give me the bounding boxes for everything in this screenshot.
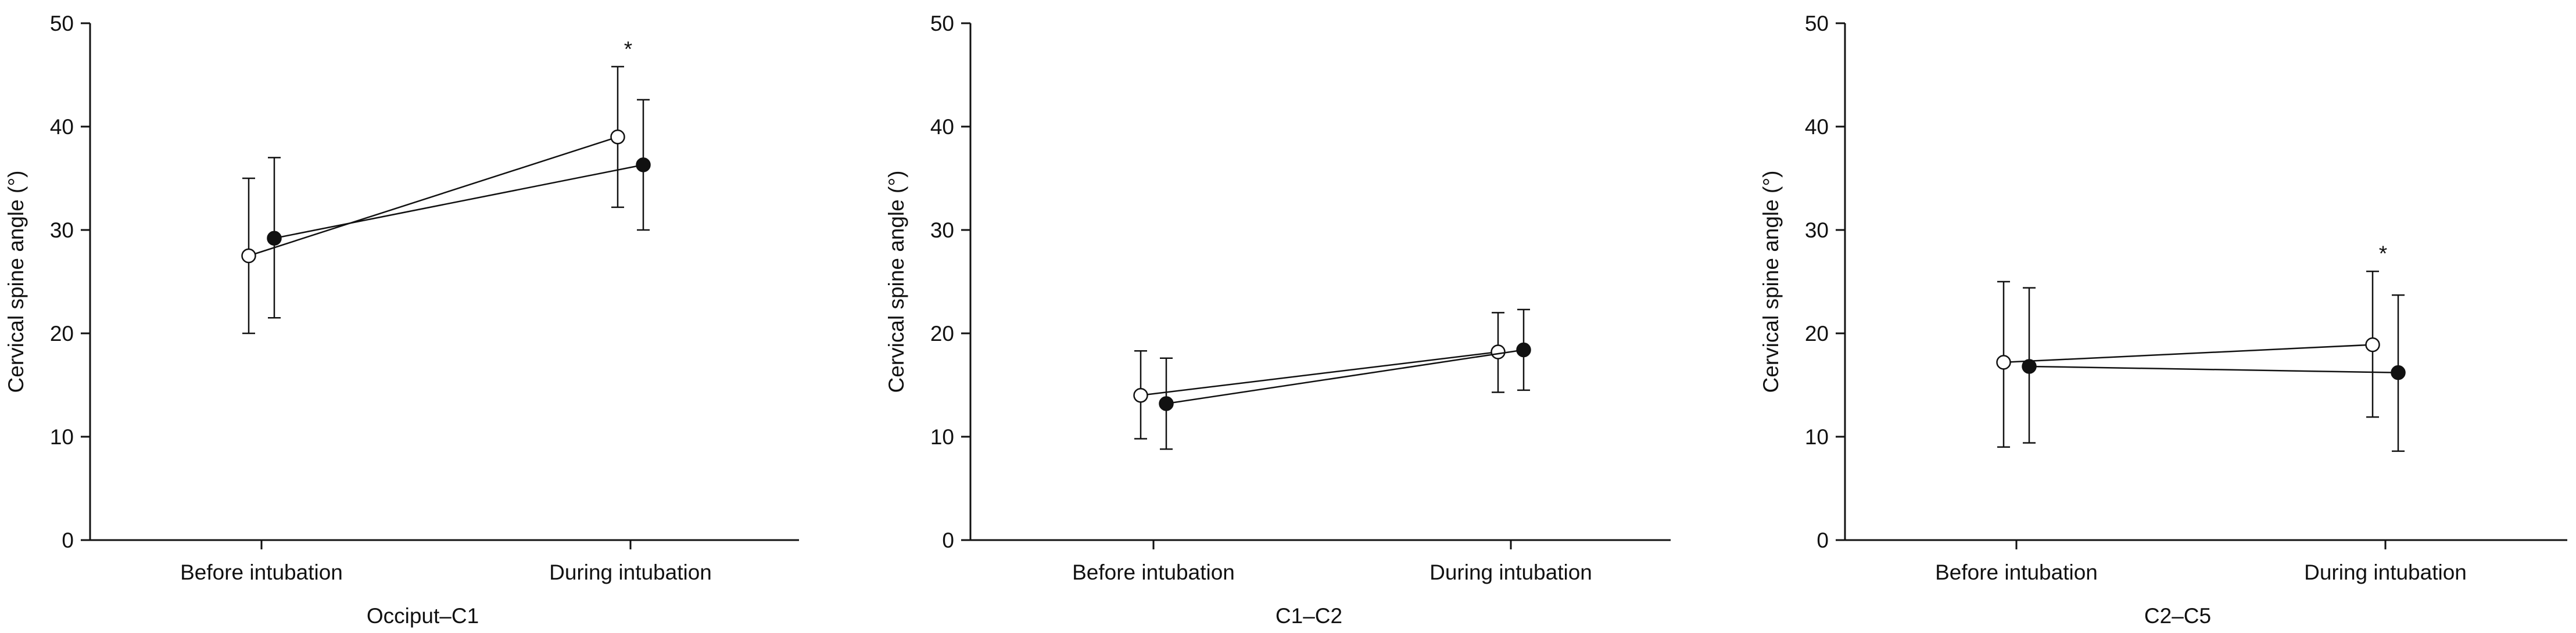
series-line-2 <box>2029 365 2399 373</box>
y-tick-label: 20 <box>50 322 74 346</box>
y-tick-label: 40 <box>50 115 74 139</box>
x-tick-label: Before intubation <box>1935 560 2098 584</box>
y-tick-label: 0 <box>1817 528 1829 552</box>
x-axis-label: Occiput–C1 <box>367 604 479 628</box>
x-tick-label: During intubation <box>1429 560 1592 584</box>
series-line-1 <box>1140 351 1499 397</box>
y-tick-label: 30 <box>50 218 74 242</box>
data-point-filled <box>1516 342 1531 358</box>
data-point-filled <box>2391 365 2406 380</box>
data-point-filled <box>267 231 282 246</box>
y-tick-label: 10 <box>1805 425 1829 449</box>
x-tick-label: Before intubation <box>180 560 343 584</box>
significance-marker: * <box>624 37 632 61</box>
y-axis-label: Cervical spine angle (°) <box>1759 171 1783 393</box>
chart-panel-2: 0 10 20 30 40 50 Before intubation During intub… <box>884 12 1671 628</box>
y-tick-label: 30 <box>1805 218 1829 242</box>
data-point-open <box>241 248 256 264</box>
x-axis-label: C2–C5 <box>2144 604 2211 628</box>
y-tick-label: 0 <box>942 528 954 552</box>
data-point-filled <box>636 157 651 172</box>
y-tick-label: 30 <box>930 218 954 242</box>
x-tick-label: During intubation <box>2304 560 2467 584</box>
data-point-open <box>1133 388 1148 403</box>
y-tick-label: 20 <box>930 322 954 346</box>
significance-marker: * <box>2379 242 2387 265</box>
y-tick-label: 50 <box>50 12 74 35</box>
y-tick-label: 50 <box>930 12 954 35</box>
data-point-open <box>1996 355 2011 370</box>
y-tick-label: 50 <box>1805 12 1829 35</box>
data-point-open <box>2365 337 2380 353</box>
x-tick-label: During intubation <box>549 560 712 584</box>
x-tick-label: Before intubation <box>1072 560 1235 584</box>
data-point-open <box>610 130 625 145</box>
y-tick-label: 40 <box>1805 115 1829 139</box>
y-tick-label: 10 <box>50 425 74 449</box>
series-line-2 <box>1166 349 1524 405</box>
y-tick-label: 10 <box>930 425 954 449</box>
y-tick-label: 20 <box>1805 322 1829 346</box>
data-point-open <box>1491 344 1506 359</box>
y-axis-label: Cervical spine angle (°) <box>4 171 28 393</box>
x-axis-label: C1–C2 <box>1276 604 1342 628</box>
series-line-2 <box>274 164 644 239</box>
series-line-1 <box>248 136 618 257</box>
chart-panel-3: 0 10 20 30 40 50 Before intubation During intub… <box>1759 12 2567 628</box>
data-point-filled <box>2022 359 2037 374</box>
y-tick-label: 0 <box>62 528 74 552</box>
y-axis-label: Cervical spine angle (°) <box>884 171 908 393</box>
y-tick-label: 40 <box>930 115 954 139</box>
data-point-filled <box>1159 396 1174 411</box>
chart-panel-1: 0 10 20 30 40 50 Before intubation During intub… <box>4 12 799 628</box>
series-line-1 <box>2003 344 2373 364</box>
